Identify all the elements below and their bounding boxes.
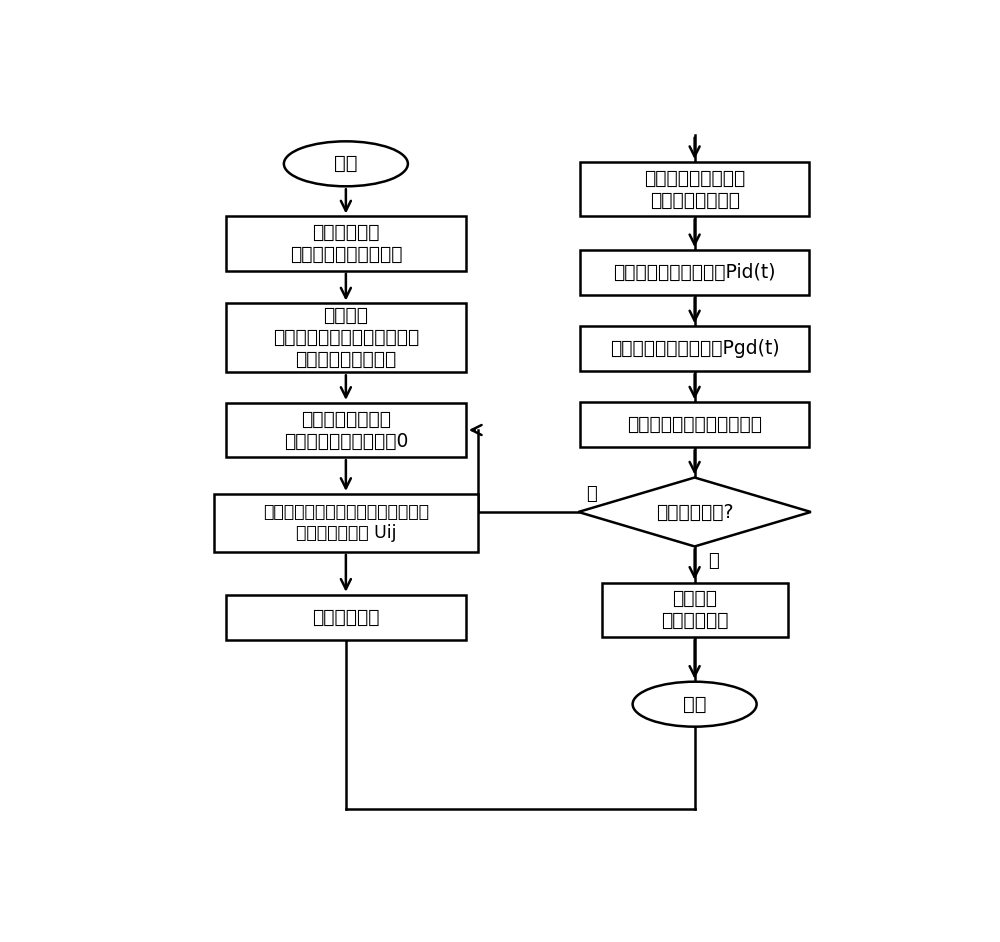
Text: 更新全局极值最优位置Pgd(t): 更新全局极值最优位置Pgd(t) <box>610 339 779 358</box>
FancyBboxPatch shape <box>580 326 809 371</box>
Text: 利用适应度函数计算
各个粒子的适应度: 利用适应度函数计算 各个粒子的适应度 <box>644 169 745 210</box>
FancyBboxPatch shape <box>580 162 809 217</box>
Text: 更新个体极值最优位置Pid(t): 更新个体极值最优位置Pid(t) <box>613 263 776 282</box>
Text: 否: 否 <box>586 485 597 503</box>
Text: 对每个粒子计算样本到粒子中心距离
计算隶属度函数 Uij: 对每个粒子计算样本到粒子中心距离 计算隶属度函数 Uij <box>263 503 429 543</box>
Text: 更新所有粒子的速度与位置: 更新所有粒子的速度与位置 <box>627 415 762 434</box>
FancyBboxPatch shape <box>226 303 466 372</box>
FancyBboxPatch shape <box>580 251 809 295</box>
Text: 结束: 结束 <box>683 694 706 714</box>
FancyBboxPatch shape <box>602 583 788 637</box>
Text: 运算结束
输出最优粒子: 运算结束 输出最优粒子 <box>661 590 728 630</box>
Ellipse shape <box>633 682 757 726</box>
FancyBboxPatch shape <box>226 594 466 640</box>
Text: 计算粒子的适应度
将粒子初始速度设置为0: 计算粒子的适应度 将粒子初始速度设置为0 <box>284 410 408 450</box>
Text: 粒子编码
将每个样品随机指派为某一类
计算各类的聚类中心: 粒子编码 将每个样品随机指派为某一类 计算各类的聚类中心 <box>273 306 419 369</box>
Text: 满足停止条件?: 满足停止条件? <box>656 502 733 522</box>
Text: 是: 是 <box>709 552 719 570</box>
FancyBboxPatch shape <box>580 402 809 447</box>
FancyBboxPatch shape <box>226 217 466 270</box>
FancyBboxPatch shape <box>226 403 466 457</box>
FancyBboxPatch shape <box>214 494 478 552</box>
Text: 开始: 开始 <box>334 154 358 173</box>
Ellipse shape <box>284 141 408 187</box>
Text: 初始化粒子群
设置聚类数目和粒子数: 初始化粒子群 设置聚类数目和粒子数 <box>290 223 402 264</box>
Polygon shape <box>578 478 811 546</box>
Text: 计算粒子中心: 计算粒子中心 <box>312 608 380 626</box>
